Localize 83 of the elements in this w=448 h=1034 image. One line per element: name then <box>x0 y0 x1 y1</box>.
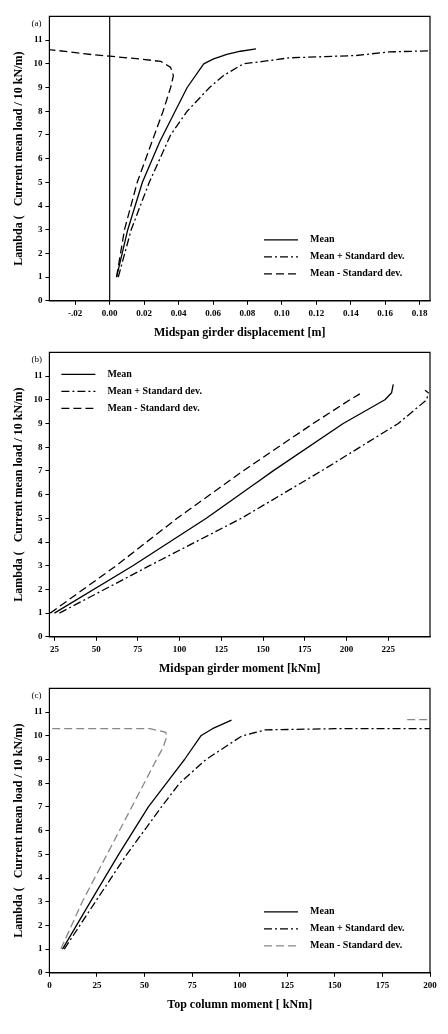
x-tick-label: 0.12 <box>308 307 325 318</box>
x-tick-label: 100 <box>232 979 247 990</box>
y-tick-label: 9 <box>37 81 43 92</box>
y-tick-label: 2 <box>37 919 43 930</box>
text: (a) <box>31 18 42 29</box>
y-tick-label: 9 <box>37 753 43 764</box>
legend-label: Mean <box>107 367 133 379</box>
y-tick-label: 1 <box>37 943 43 954</box>
y-axis-title: Lambda ( Current mean load / 10 kN/m) <box>11 387 26 602</box>
x-tick-label: 150 <box>328 979 343 990</box>
x-tick-label: 125 <box>280 979 295 990</box>
x-tick-label: 0.00 <box>101 307 119 318</box>
x-tick-label: 0.16 <box>377 307 394 318</box>
y-tick-label: 7 <box>37 465 43 476</box>
y-tick-label: 0 <box>37 967 43 978</box>
y-tick-label: 3 <box>37 560 43 571</box>
y-tick-label: 6 <box>37 824 43 835</box>
x-tick-label: 225 <box>381 643 396 654</box>
x-axis-title: Top column moment [ kNm] <box>167 996 313 1011</box>
y-tick-label: 10 <box>33 730 43 741</box>
y-tick-label: 1 <box>37 607 43 618</box>
x-tick-label: 75 <box>133 643 143 654</box>
x-tick-label: 100 <box>172 643 187 654</box>
y-tick-label: 8 <box>37 777 43 788</box>
x-tick-label: 175 <box>298 643 313 654</box>
x-tick-label: 0.10 <box>274 307 291 318</box>
x-tick-label: 75 <box>187 979 198 990</box>
y-tick-label: 9 <box>37 417 43 428</box>
y-tick-label: 4 <box>37 872 43 883</box>
text: (b) <box>31 354 42 365</box>
y-tick-label: 3 <box>37 896 43 907</box>
x-tick-label: 0.04 <box>170 307 187 318</box>
y-tick-label: 6 <box>37 488 43 499</box>
y-tick-label: 7 <box>37 801 43 812</box>
y-tick-label: 10 <box>33 394 43 405</box>
legend-label: Mean - Standard dev. <box>310 267 403 279</box>
legend-label: Mean <box>310 905 335 917</box>
x-axis-title: Midspan girder displacement [m] <box>153 324 326 339</box>
x-tick-label: -.02 <box>68 307 83 318</box>
y-tick-label: 10 <box>33 58 43 69</box>
x-tick-label: 0.14 <box>342 307 360 318</box>
y-tick-label: 11 <box>33 370 43 381</box>
y-tick-label: 5 <box>37 512 43 523</box>
y-tick-label: 2 <box>37 247 43 258</box>
y-tick-label: 5 <box>37 848 43 859</box>
y-tick-label: 0 <box>37 295 43 306</box>
legend-label: Mean <box>310 233 335 245</box>
x-tick-label: 25 <box>92 979 102 990</box>
x-tick-label: 50 <box>140 979 150 990</box>
legend-label: Mean - Standard dev. <box>107 401 201 413</box>
legend-label: Mean + Standard dev. <box>107 384 203 396</box>
legend-label: Mean - Standard dev. <box>310 939 403 951</box>
y-axis-title: Lambda ( Current mean load / 10 kN/m) <box>11 51 26 266</box>
text: (c) <box>31 690 42 701</box>
x-tick-label: 200 <box>423 979 438 990</box>
x-tick-label: 0.18 <box>411 307 429 318</box>
x-tick-label: 200 <box>339 643 354 654</box>
x-tick-label: 0.02 <box>136 307 153 318</box>
x-axis-title: Midspan girder moment [kNm] <box>158 660 321 675</box>
x-tick-label: 125 <box>214 643 229 654</box>
y-tick-label: 2 <box>37 583 43 594</box>
y-tick-label: 11 <box>33 34 43 45</box>
legend-label: Mean + Standard dev. <box>310 922 406 934</box>
x-tick-label: 50 <box>91 643 102 654</box>
y-axis-title: Lambda ( Current mean load / 10 kN/m) <box>11 723 26 938</box>
x-tick-label: 175 <box>375 979 390 990</box>
y-tick-label: 5 <box>37 176 43 187</box>
legend-label: Mean + Standard dev. <box>310 250 406 262</box>
y-tick-label: 8 <box>37 441 43 452</box>
x-tick-label: 150 <box>256 643 271 654</box>
x-tick-label: 0 <box>47 979 53 990</box>
x-tick-label: 25 <box>49 643 60 654</box>
y-tick-label: 1 <box>37 271 43 282</box>
x-tick-label: 0.08 <box>239 307 256 318</box>
y-tick-label: 3 <box>37 224 43 235</box>
y-tick-label: 11 <box>33 706 43 717</box>
y-tick-label: 4 <box>37 200 43 211</box>
y-tick-label: 7 <box>37 129 43 140</box>
y-tick-label: 6 <box>37 152 43 163</box>
y-tick-label: 8 <box>37 105 43 116</box>
y-tick-label: 4 <box>37 536 43 547</box>
x-tick-label: 0.06 <box>205 307 222 318</box>
y-tick-label: 0 <box>37 631 43 642</box>
